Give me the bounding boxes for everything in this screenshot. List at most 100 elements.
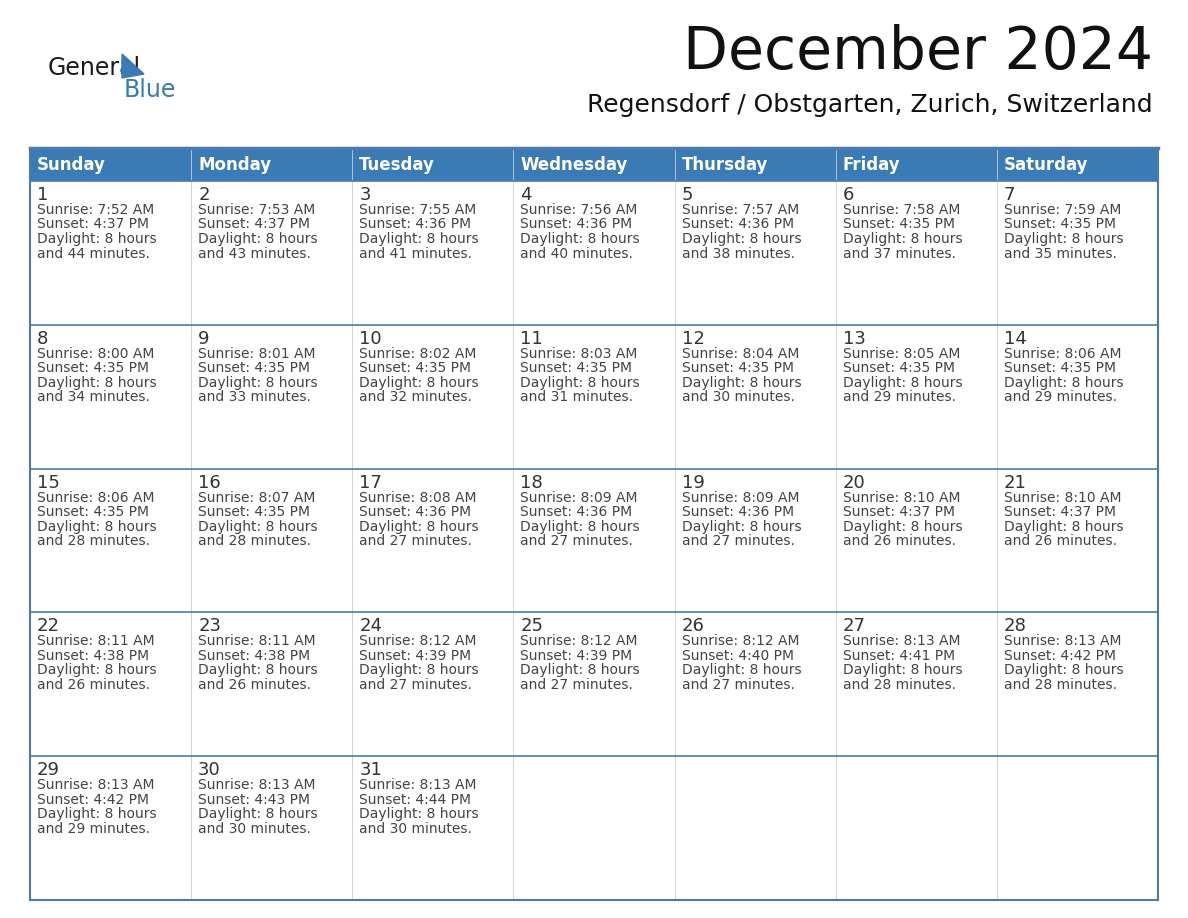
Text: Sunrise: 7:58 AM: Sunrise: 7:58 AM	[842, 203, 960, 217]
Text: Sunday: Sunday	[37, 155, 106, 174]
Text: Sunrise: 8:06 AM: Sunrise: 8:06 AM	[1004, 347, 1121, 361]
Text: 10: 10	[359, 330, 381, 348]
Text: Sunset: 4:42 PM: Sunset: 4:42 PM	[37, 793, 148, 807]
Text: and 29 minutes.: and 29 minutes.	[842, 390, 955, 404]
Text: Sunrise: 8:13 AM: Sunrise: 8:13 AM	[37, 778, 154, 792]
Text: and 34 minutes.: and 34 minutes.	[37, 390, 150, 404]
Text: Sunrise: 8:12 AM: Sunrise: 8:12 AM	[682, 634, 800, 648]
Text: Daylight: 8 hours: Daylight: 8 hours	[520, 664, 640, 677]
Text: 17: 17	[359, 474, 383, 492]
Text: Sunset: 4:37 PM: Sunset: 4:37 PM	[198, 218, 310, 231]
Text: 6: 6	[842, 186, 854, 204]
Text: Sunrise: 8:11 AM: Sunrise: 8:11 AM	[37, 634, 154, 648]
Text: and 40 minutes.: and 40 minutes.	[520, 247, 633, 261]
Text: 30: 30	[198, 761, 221, 779]
Text: Sunrise: 8:04 AM: Sunrise: 8:04 AM	[682, 347, 800, 361]
Text: Daylight: 8 hours: Daylight: 8 hours	[520, 232, 640, 246]
Text: and 27 minutes.: and 27 minutes.	[520, 534, 633, 548]
Text: 22: 22	[37, 618, 61, 635]
Text: Sunrise: 8:03 AM: Sunrise: 8:03 AM	[520, 347, 638, 361]
Text: and 30 minutes.: and 30 minutes.	[682, 390, 795, 404]
Text: Daylight: 8 hours: Daylight: 8 hours	[37, 520, 157, 533]
Text: and 41 minutes.: and 41 minutes.	[359, 247, 473, 261]
Text: Daylight: 8 hours: Daylight: 8 hours	[37, 232, 157, 246]
Text: Sunrise: 7:57 AM: Sunrise: 7:57 AM	[682, 203, 798, 217]
Text: Daylight: 8 hours: Daylight: 8 hours	[520, 375, 640, 390]
Text: Sunrise: 7:53 AM: Sunrise: 7:53 AM	[198, 203, 315, 217]
Text: Sunset: 4:38 PM: Sunset: 4:38 PM	[198, 649, 310, 663]
Text: 28: 28	[1004, 618, 1026, 635]
Text: 3: 3	[359, 186, 371, 204]
Text: Daylight: 8 hours: Daylight: 8 hours	[359, 664, 479, 677]
Text: Sunset: 4:37 PM: Sunset: 4:37 PM	[1004, 505, 1116, 519]
Text: Daylight: 8 hours: Daylight: 8 hours	[842, 520, 962, 533]
Text: Sunrise: 8:07 AM: Sunrise: 8:07 AM	[198, 490, 316, 505]
Text: and 27 minutes.: and 27 minutes.	[359, 677, 472, 692]
Text: Sunset: 4:35 PM: Sunset: 4:35 PM	[37, 362, 148, 375]
Text: Sunrise: 7:52 AM: Sunrise: 7:52 AM	[37, 203, 154, 217]
Text: Sunset: 4:35 PM: Sunset: 4:35 PM	[37, 505, 148, 519]
Text: and 37 minutes.: and 37 minutes.	[842, 247, 955, 261]
Text: and 30 minutes.: and 30 minutes.	[359, 822, 472, 835]
Text: 20: 20	[842, 474, 866, 492]
Text: Daylight: 8 hours: Daylight: 8 hours	[359, 520, 479, 533]
Text: Sunrise: 7:56 AM: Sunrise: 7:56 AM	[520, 203, 638, 217]
Text: and 29 minutes.: and 29 minutes.	[1004, 390, 1117, 404]
Text: Sunrise: 8:00 AM: Sunrise: 8:00 AM	[37, 347, 154, 361]
Text: and 33 minutes.: and 33 minutes.	[198, 390, 311, 404]
Text: 14: 14	[1004, 330, 1026, 348]
Text: 7: 7	[1004, 186, 1016, 204]
Text: 4: 4	[520, 186, 532, 204]
Text: Sunrise: 8:10 AM: Sunrise: 8:10 AM	[1004, 490, 1121, 505]
Text: 8: 8	[37, 330, 49, 348]
Text: and 26 minutes.: and 26 minutes.	[37, 677, 150, 692]
Text: and 44 minutes.: and 44 minutes.	[37, 247, 150, 261]
Text: Sunset: 4:38 PM: Sunset: 4:38 PM	[37, 649, 150, 663]
Bar	[30, 756, 1158, 900]
Text: Daylight: 8 hours: Daylight: 8 hours	[842, 232, 962, 246]
Text: Sunset: 4:44 PM: Sunset: 4:44 PM	[359, 793, 472, 807]
Text: and 26 minutes.: and 26 minutes.	[198, 677, 311, 692]
Text: and 27 minutes.: and 27 minutes.	[520, 677, 633, 692]
Text: Daylight: 8 hours: Daylight: 8 hours	[842, 664, 962, 677]
Text: Sunrise: 8:09 AM: Sunrise: 8:09 AM	[682, 490, 800, 505]
Text: 31: 31	[359, 761, 383, 779]
Text: Friday: Friday	[842, 155, 901, 174]
Text: Sunset: 4:36 PM: Sunset: 4:36 PM	[682, 218, 794, 231]
Text: Wednesday: Wednesday	[520, 155, 627, 174]
Text: 25: 25	[520, 618, 543, 635]
Text: Sunset: 4:41 PM: Sunset: 4:41 PM	[842, 649, 955, 663]
Text: 2: 2	[198, 186, 209, 204]
Text: Monday: Monday	[198, 155, 271, 174]
Text: Sunset: 4:39 PM: Sunset: 4:39 PM	[359, 649, 472, 663]
Text: Sunset: 4:35 PM: Sunset: 4:35 PM	[842, 362, 955, 375]
Text: and 30 minutes.: and 30 minutes.	[198, 822, 311, 835]
Text: 5: 5	[682, 186, 693, 204]
Text: 11: 11	[520, 330, 543, 348]
Text: Daylight: 8 hours: Daylight: 8 hours	[198, 520, 317, 533]
Text: Sunset: 4:35 PM: Sunset: 4:35 PM	[198, 362, 310, 375]
Text: Daylight: 8 hours: Daylight: 8 hours	[682, 520, 801, 533]
Text: and 31 minutes.: and 31 minutes.	[520, 390, 633, 404]
Text: Thursday: Thursday	[682, 155, 767, 174]
Bar	[30, 468, 1158, 612]
Text: Daylight: 8 hours: Daylight: 8 hours	[1004, 664, 1124, 677]
Text: Regensdorf / Obstgarten, Zurich, Switzerland: Regensdorf / Obstgarten, Zurich, Switzer…	[587, 93, 1154, 117]
Text: Sunrise: 7:55 AM: Sunrise: 7:55 AM	[359, 203, 476, 217]
Text: and 43 minutes.: and 43 minutes.	[198, 247, 311, 261]
Text: Daylight: 8 hours: Daylight: 8 hours	[37, 375, 157, 390]
Text: and 26 minutes.: and 26 minutes.	[842, 534, 955, 548]
Text: Sunset: 4:36 PM: Sunset: 4:36 PM	[682, 505, 794, 519]
Text: Daylight: 8 hours: Daylight: 8 hours	[682, 375, 801, 390]
Text: Sunrise: 8:12 AM: Sunrise: 8:12 AM	[520, 634, 638, 648]
Text: Sunrise: 8:02 AM: Sunrise: 8:02 AM	[359, 347, 476, 361]
Text: and 27 minutes.: and 27 minutes.	[682, 534, 795, 548]
Text: Sunrise: 8:12 AM: Sunrise: 8:12 AM	[359, 634, 476, 648]
Text: Sunset: 4:39 PM: Sunset: 4:39 PM	[520, 649, 632, 663]
Text: Sunset: 4:40 PM: Sunset: 4:40 PM	[682, 649, 794, 663]
Text: and 38 minutes.: and 38 minutes.	[682, 247, 795, 261]
Text: Daylight: 8 hours: Daylight: 8 hours	[682, 232, 801, 246]
Text: 24: 24	[359, 618, 383, 635]
Text: Sunrise: 8:05 AM: Sunrise: 8:05 AM	[842, 347, 960, 361]
Text: Daylight: 8 hours: Daylight: 8 hours	[198, 664, 317, 677]
